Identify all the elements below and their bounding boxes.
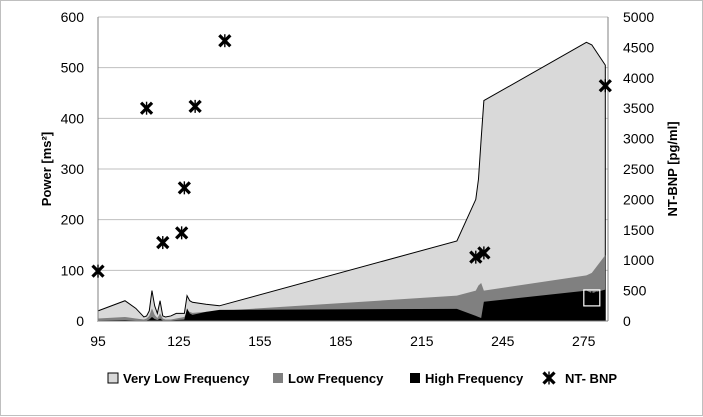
legend-swatch xyxy=(410,373,420,383)
legend-marker xyxy=(542,371,556,385)
left-tick-label: 400 xyxy=(61,110,85,126)
x-tick-label: 245 xyxy=(491,333,515,349)
right-tick-label: 1500 xyxy=(623,222,654,238)
x-tick-label: 275 xyxy=(572,333,596,349)
legend-label: NT- BNP xyxy=(565,371,617,386)
right-tick-label: 2500 xyxy=(623,161,654,177)
ntbnp-markers xyxy=(91,34,612,307)
legend-item: High Frequency xyxy=(410,371,524,386)
area-series xyxy=(97,41,606,322)
right-tick-label: 5000 xyxy=(623,9,654,25)
x-tick-labels: 95 125 155 185 215 245 275 xyxy=(90,333,595,349)
ntbnp-point xyxy=(188,99,202,114)
ntbnp-point xyxy=(598,79,612,93)
ntbnp-point xyxy=(583,289,601,307)
left-tick-label: 100 xyxy=(61,262,85,278)
right-tick-label: 500 xyxy=(623,283,647,299)
area-high-frequency xyxy=(98,289,606,321)
left-axis-title: Power [ms²] xyxy=(39,132,54,206)
x-tick-label: 185 xyxy=(329,333,353,349)
right-tick-label: 0 xyxy=(623,313,631,329)
left-tick-label: 500 xyxy=(61,60,85,76)
legend-swatch xyxy=(107,372,119,384)
left-tick-label: 0 xyxy=(76,313,84,329)
x-tick-label: 155 xyxy=(248,333,272,349)
legend-item: NT- BNP xyxy=(542,371,617,386)
x-tick-label: 215 xyxy=(410,333,434,349)
left-tick-label: 200 xyxy=(61,212,85,228)
left-tick-labels: 0 100 200 300 400 500 600 xyxy=(61,9,85,329)
left-tick-label: 300 xyxy=(61,161,85,177)
area-low-frequency xyxy=(98,255,606,321)
right-tick-label: 1000 xyxy=(623,252,654,268)
area-very-low-frequency xyxy=(97,41,606,322)
right-axis-title: NT-BNP [pg/ml] xyxy=(665,121,680,216)
ntbnp-point xyxy=(477,246,491,260)
left-tick-label: 600 xyxy=(61,9,85,25)
x-tick-label: 95 xyxy=(90,333,106,349)
right-tick-label: 3500 xyxy=(623,100,654,116)
x-tick-label: 125 xyxy=(167,333,191,349)
ntbnp-point xyxy=(218,34,232,48)
right-tick-labels: 0 500 1000 1500 2000 2500 3000 3500 4000 4500 5000 xyxy=(623,9,654,329)
right-tick-label: 4500 xyxy=(623,39,654,55)
legend: Very Low Frequency Low Frequency High Freq… xyxy=(107,371,617,386)
legend-swatch xyxy=(273,373,283,383)
right-tick-label: 3000 xyxy=(623,131,654,147)
legend-item: Very Low Frequency xyxy=(107,371,250,386)
ntbnp-point xyxy=(175,226,189,240)
ntbnp-point xyxy=(139,101,154,115)
ntbnp-point xyxy=(91,264,105,278)
ntbnp-point xyxy=(469,250,483,264)
legend-label: Low Frequency xyxy=(288,371,384,386)
legend-label: High Frequency xyxy=(425,371,524,386)
right-tick-label: 4000 xyxy=(623,70,654,86)
legend-item: Low Frequency xyxy=(273,371,384,386)
right-tick-label: 2000 xyxy=(623,191,654,207)
legend-label: Very Low Frequency xyxy=(123,371,250,386)
ntbnp-point xyxy=(177,181,191,195)
ntbnp-point xyxy=(156,235,170,250)
